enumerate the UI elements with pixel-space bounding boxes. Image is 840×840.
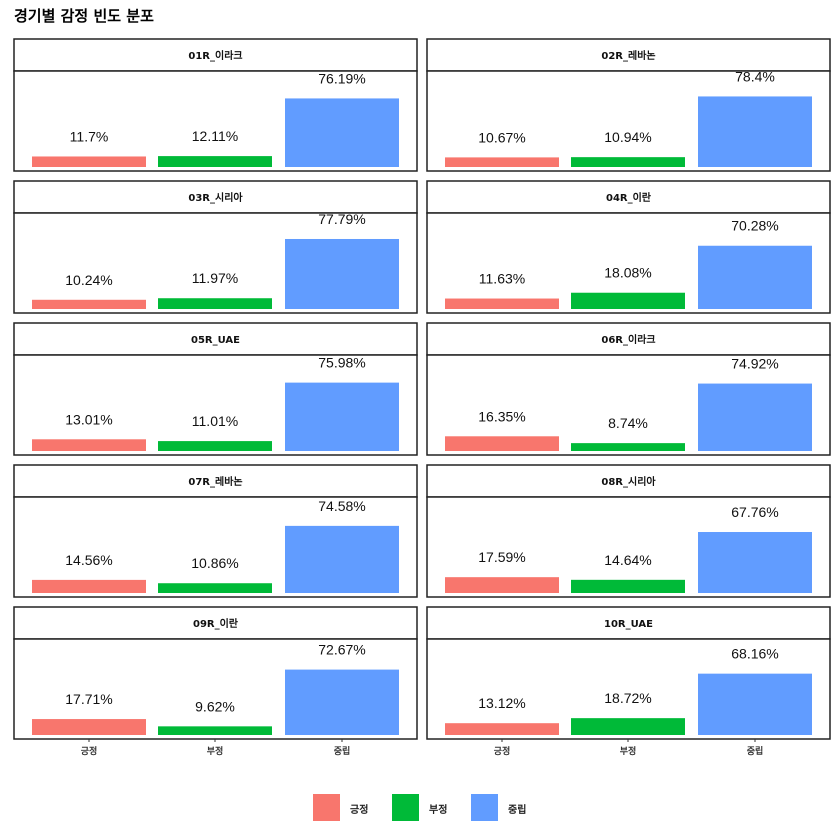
data-label: 17.71% — [65, 691, 112, 707]
legend-label: 중립 — [508, 805, 527, 816]
bar-긍정 — [445, 723, 559, 735]
facet-label: 01R_이라크 — [188, 49, 242, 62]
facet-label: 04R_이란 — [606, 191, 652, 204]
bar-부정 — [571, 443, 685, 451]
bar-긍정 — [445, 577, 559, 593]
facet-label: 03R_시리아 — [188, 191, 243, 204]
x-tick-label: 중립 — [334, 745, 351, 757]
legend: 긍정 부정 중립 — [0, 792, 840, 824]
x-tick-label: 중립 — [747, 745, 764, 757]
bar-중립 — [285, 382, 399, 451]
bar-중립 — [698, 245, 812, 309]
facet-label: 05R_UAE — [191, 335, 240, 346]
bar-중립 — [285, 525, 399, 593]
bar-긍정 — [445, 157, 559, 167]
data-label: 14.64% — [604, 552, 651, 568]
x-tick-label: 부정 — [207, 745, 224, 757]
bar-부정 — [158, 156, 272, 167]
data-label: 74.58% — [318, 498, 365, 514]
bar-부정 — [571, 157, 685, 167]
bar-중립 — [285, 238, 399, 309]
data-label: 75.98% — [318, 355, 365, 371]
data-label: 18.72% — [604, 690, 651, 706]
data-label: 10.24% — [65, 272, 112, 288]
bar-부정 — [571, 718, 685, 735]
bar-중립 — [285, 98, 399, 167]
x-tick-label: 부정 — [620, 745, 637, 757]
data-label: 76.19% — [318, 70, 365, 86]
facet-label: 07R_레바논 — [188, 475, 242, 488]
data-label: 77.79% — [318, 211, 365, 227]
bar-부정 — [571, 579, 685, 593]
data-label: 16.35% — [478, 408, 525, 424]
data-label: 11.7% — [70, 128, 109, 144]
data-label: 68.16% — [731, 646, 778, 662]
legend-swatch — [392, 794, 419, 821]
bar-부정 — [571, 292, 685, 309]
data-label: 10.94% — [604, 129, 651, 145]
x-tick-label: 긍정 — [494, 745, 511, 757]
bar-긍정 — [32, 156, 146, 167]
data-label: 67.76% — [731, 504, 778, 520]
data-label: 13.01% — [65, 411, 112, 427]
bar-중립 — [285, 669, 399, 735]
data-label: 72.67% — [318, 642, 365, 658]
data-label: 10.67% — [478, 129, 525, 145]
data-label: 70.28% — [731, 218, 778, 234]
data-label: 9.62% — [195, 698, 235, 714]
facet-label: 10R_UAE — [604, 619, 653, 630]
bar-부정 — [158, 583, 272, 593]
bar-중립 — [698, 532, 812, 593]
data-label: 14.56% — [65, 552, 112, 568]
facet-label: 08R_시리아 — [601, 475, 656, 488]
data-label: 11.97% — [192, 270, 238, 286]
bar-중립 — [698, 673, 812, 735]
data-label: 11.01% — [192, 413, 238, 429]
data-label: 74.92% — [731, 356, 778, 372]
legend-swatch — [471, 794, 498, 821]
bar-긍정 — [32, 439, 146, 451]
bar-중립 — [698, 96, 812, 167]
facet-label: 09R_이란 — [193, 617, 239, 630]
bar-부정 — [158, 726, 272, 735]
facet-strip — [13, 38, 418, 72]
data-label: 8.74% — [608, 415, 648, 431]
data-label: 11.63% — [479, 271, 525, 287]
data-label: 17.59% — [478, 549, 525, 565]
bar-부정 — [158, 298, 272, 309]
facet-strip — [13, 606, 418, 640]
bar-부정 — [158, 441, 272, 451]
facet-strip — [426, 464, 831, 498]
bar-긍정 — [32, 719, 146, 735]
bar-긍정 — [32, 579, 146, 593]
facet-label: 06R_이라크 — [601, 333, 655, 346]
x-tick-label: 긍정 — [81, 745, 98, 757]
facet-strip — [426, 322, 831, 356]
data-label: 12.11% — [192, 128, 238, 144]
legend-label: 부정 — [429, 805, 448, 816]
facet-strip — [13, 322, 418, 356]
facet-strip — [426, 606, 831, 640]
facet-label: 02R_레바논 — [601, 49, 655, 62]
chart-title: 경기별 감정 빈도 분포 — [14, 7, 154, 25]
data-label: 78.4% — [735, 68, 775, 84]
data-label: 10.86% — [191, 555, 238, 571]
bar-긍정 — [445, 298, 559, 309]
facet-strip — [13, 464, 418, 498]
bar-중립 — [698, 383, 812, 451]
legend-label: 긍정 — [350, 805, 369, 816]
data-label: 18.08% — [604, 265, 651, 281]
legend-swatch — [313, 794, 340, 821]
facet-strip — [426, 38, 831, 72]
bar-긍정 — [32, 299, 146, 309]
bar-긍정 — [445, 436, 559, 451]
facet-strip — [426, 180, 831, 214]
data-label: 13.12% — [478, 695, 525, 711]
